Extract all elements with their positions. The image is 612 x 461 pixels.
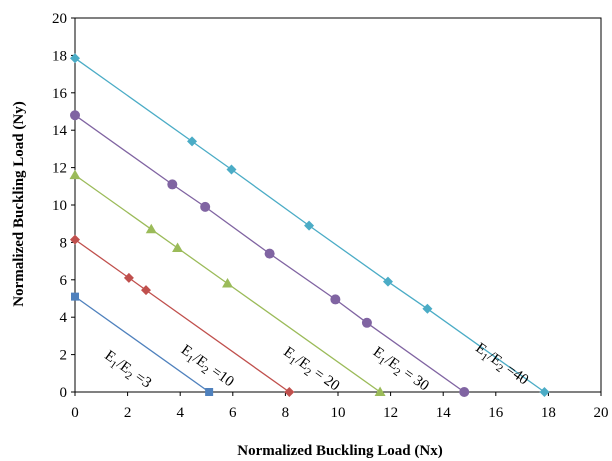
- data-point: [167, 179, 178, 190]
- y-tick-label: 4: [60, 310, 68, 326]
- curve-label-part: 2: [199, 364, 210, 377]
- data-point: [69, 169, 81, 180]
- y-tick-label: 20: [52, 11, 67, 27]
- curve-label-part: 2: [123, 370, 134, 383]
- series-line-1: [74, 239, 290, 393]
- data-point: [71, 292, 79, 301]
- data-point: [459, 387, 470, 397]
- data-point: [361, 317, 372, 328]
- y-tick-label: 6: [60, 273, 68, 289]
- data-point: [422, 303, 433, 314]
- curve-label: E1/E2 =3: [100, 348, 154, 394]
- y-tick-label: 2: [60, 348, 68, 364]
- data-point: [374, 386, 386, 396]
- data-point: [304, 220, 315, 231]
- x-tick-label: 10: [331, 405, 346, 421]
- x-tick-label: 14: [436, 405, 452, 421]
- y-axis-title: Normalized Buckling Load (Ny): [11, 101, 27, 306]
- data-point: [70, 53, 80, 64]
- y-tick-label: 12: [52, 161, 67, 177]
- data-point: [226, 164, 237, 175]
- data-point: [200, 201, 211, 212]
- data-point: [70, 234, 80, 245]
- curve-label-part: 1: [107, 359, 118, 372]
- y-tick-label: 14: [52, 123, 68, 139]
- x-tick-label: 4: [176, 405, 184, 421]
- x-axis-title: Normalized Buckling Load (Nx): [237, 443, 442, 459]
- y-tick-label: 10: [52, 198, 67, 214]
- curve-label: E1/E2 = 20: [279, 344, 343, 397]
- x-tick-label: 16: [488, 405, 504, 421]
- data-point: [205, 388, 214, 396]
- y-tick-label: 8: [60, 235, 68, 251]
- curve-label-part: 1: [376, 355, 387, 368]
- curve-label-part: 1: [478, 351, 489, 364]
- x-tick-label: 6: [229, 405, 237, 421]
- series-line-0: [74, 296, 210, 393]
- data-point: [284, 387, 295, 397]
- data-point: [264, 248, 275, 259]
- x-tick-label: 2: [124, 405, 132, 421]
- x-tick-label: 18: [541, 405, 556, 421]
- curve-label-part: 2: [391, 366, 402, 379]
- x-tick-label: 0: [71, 405, 79, 421]
- data-point: [123, 272, 134, 283]
- data-point: [539, 387, 550, 397]
- curve-label-part: 2: [302, 366, 313, 379]
- data-point: [70, 110, 80, 121]
- y-tick-label: 0: [60, 385, 68, 401]
- y-tick-label: 16: [52, 86, 68, 102]
- data-point: [145, 223, 157, 234]
- x-tick-label: 8: [282, 405, 290, 421]
- x-tick-label: 20: [594, 405, 609, 421]
- curve-label-part: 2: [494, 362, 505, 375]
- curve-label-part: 1: [184, 353, 195, 366]
- series-markers: [69, 53, 550, 397]
- data-point: [330, 294, 341, 305]
- data-point: [222, 278, 234, 288]
- data-point: [172, 242, 184, 253]
- y-tick-label: 18: [52, 48, 67, 64]
- data-point: [141, 285, 152, 296]
- curve-label-part: 1: [286, 355, 297, 368]
- x-tick-label: 12: [383, 405, 398, 421]
- data-point: [382, 276, 393, 287]
- data-point: [187, 136, 198, 147]
